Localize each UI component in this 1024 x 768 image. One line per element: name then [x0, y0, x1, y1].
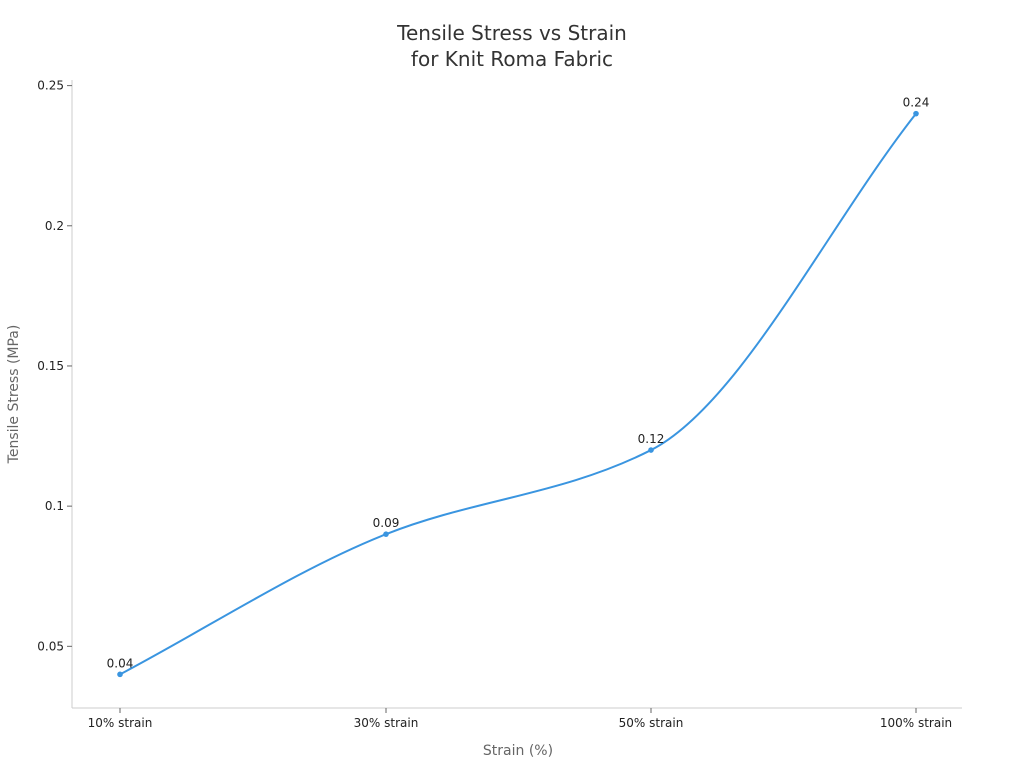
data-label: 0.24: [903, 96, 930, 110]
data-label: 0.09: [373, 516, 400, 530]
y-tick-label: 0.2: [45, 219, 64, 233]
data-point: [913, 110, 919, 117]
y-axis-label: Tensile Stress (MPa): [6, 325, 22, 465]
data-labels: 0.04 0.09 0.12 0.24: [107, 96, 930, 671]
y-tick-label: 0.1: [45, 499, 64, 513]
x-tick-label: 30% strain: [354, 716, 419, 730]
data-label: 0.04: [107, 656, 134, 670]
chart-title-line-2: for Knit Roma Fabric: [411, 47, 613, 71]
data-point: [383, 531, 389, 537]
y-tick-label: 0.25: [37, 79, 64, 93]
data-point: [648, 447, 654, 453]
data-label: 0.12: [638, 432, 665, 446]
x-tick-label: 10% strain: [88, 716, 153, 730]
series-line: [119, 113, 917, 676]
x-tick-label: 100% strain: [880, 716, 952, 730]
data-point: [117, 671, 123, 678]
y-tick-label: 0.15: [37, 359, 64, 373]
x-tick-label: 50% strain: [619, 716, 684, 730]
x-axis-label: Strain (%): [483, 743, 553, 759]
chart-title-line-1: Tensile Stress vs Strain: [396, 21, 627, 45]
y-tick-label: 0.05: [37, 639, 64, 653]
x-axis-ticks: 10% strain 30% strain 50% strain 100% strai…: [88, 708, 952, 730]
y-axis-ticks: 0.05 0.1 0.15 0.2 0.25: [37, 79, 72, 653]
data-points: [117, 110, 919, 678]
